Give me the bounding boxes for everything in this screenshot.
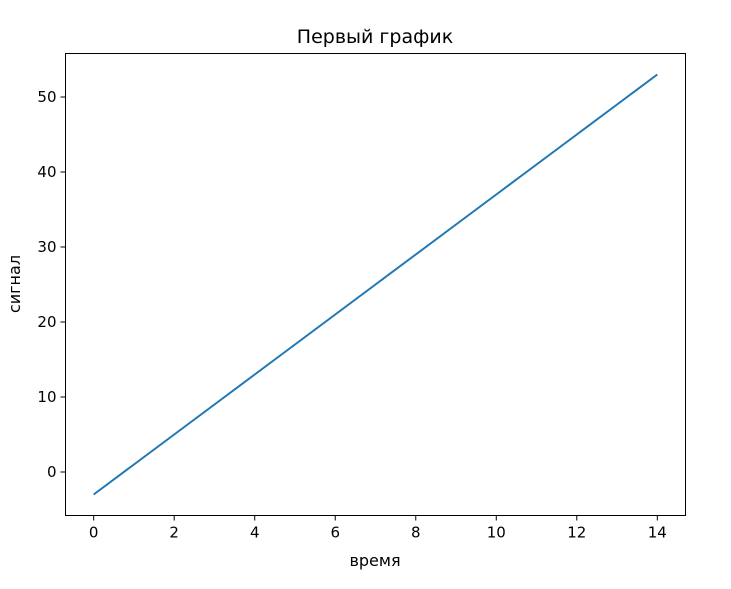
x-tick-label: 8: [411, 524, 421, 542]
series-line: [93, 73, 658, 496]
y-tick-label: 0: [47, 463, 57, 481]
y-tick-label: 20: [37, 313, 56, 331]
y-axis-label: сигнал: [5, 255, 24, 313]
y-tick-label: 10: [37, 388, 56, 406]
y-tick-label: 50: [37, 88, 56, 106]
x-tick-label: 10: [487, 524, 506, 542]
x-tick-label: 4: [250, 524, 260, 542]
x-tick-label: 2: [169, 524, 179, 542]
x-tick-label: 0: [89, 524, 99, 542]
x-axis-label: время: [349, 551, 400, 570]
y-tick-label: 40: [37, 163, 56, 181]
chart-title: Первый график: [297, 26, 453, 48]
axes-frame: [65, 53, 686, 516]
y-tick-label: 30: [37, 238, 56, 256]
x-tick-label: 12: [567, 524, 586, 542]
x-tick-label: 6: [330, 524, 340, 542]
x-tick-label: 14: [648, 524, 667, 542]
